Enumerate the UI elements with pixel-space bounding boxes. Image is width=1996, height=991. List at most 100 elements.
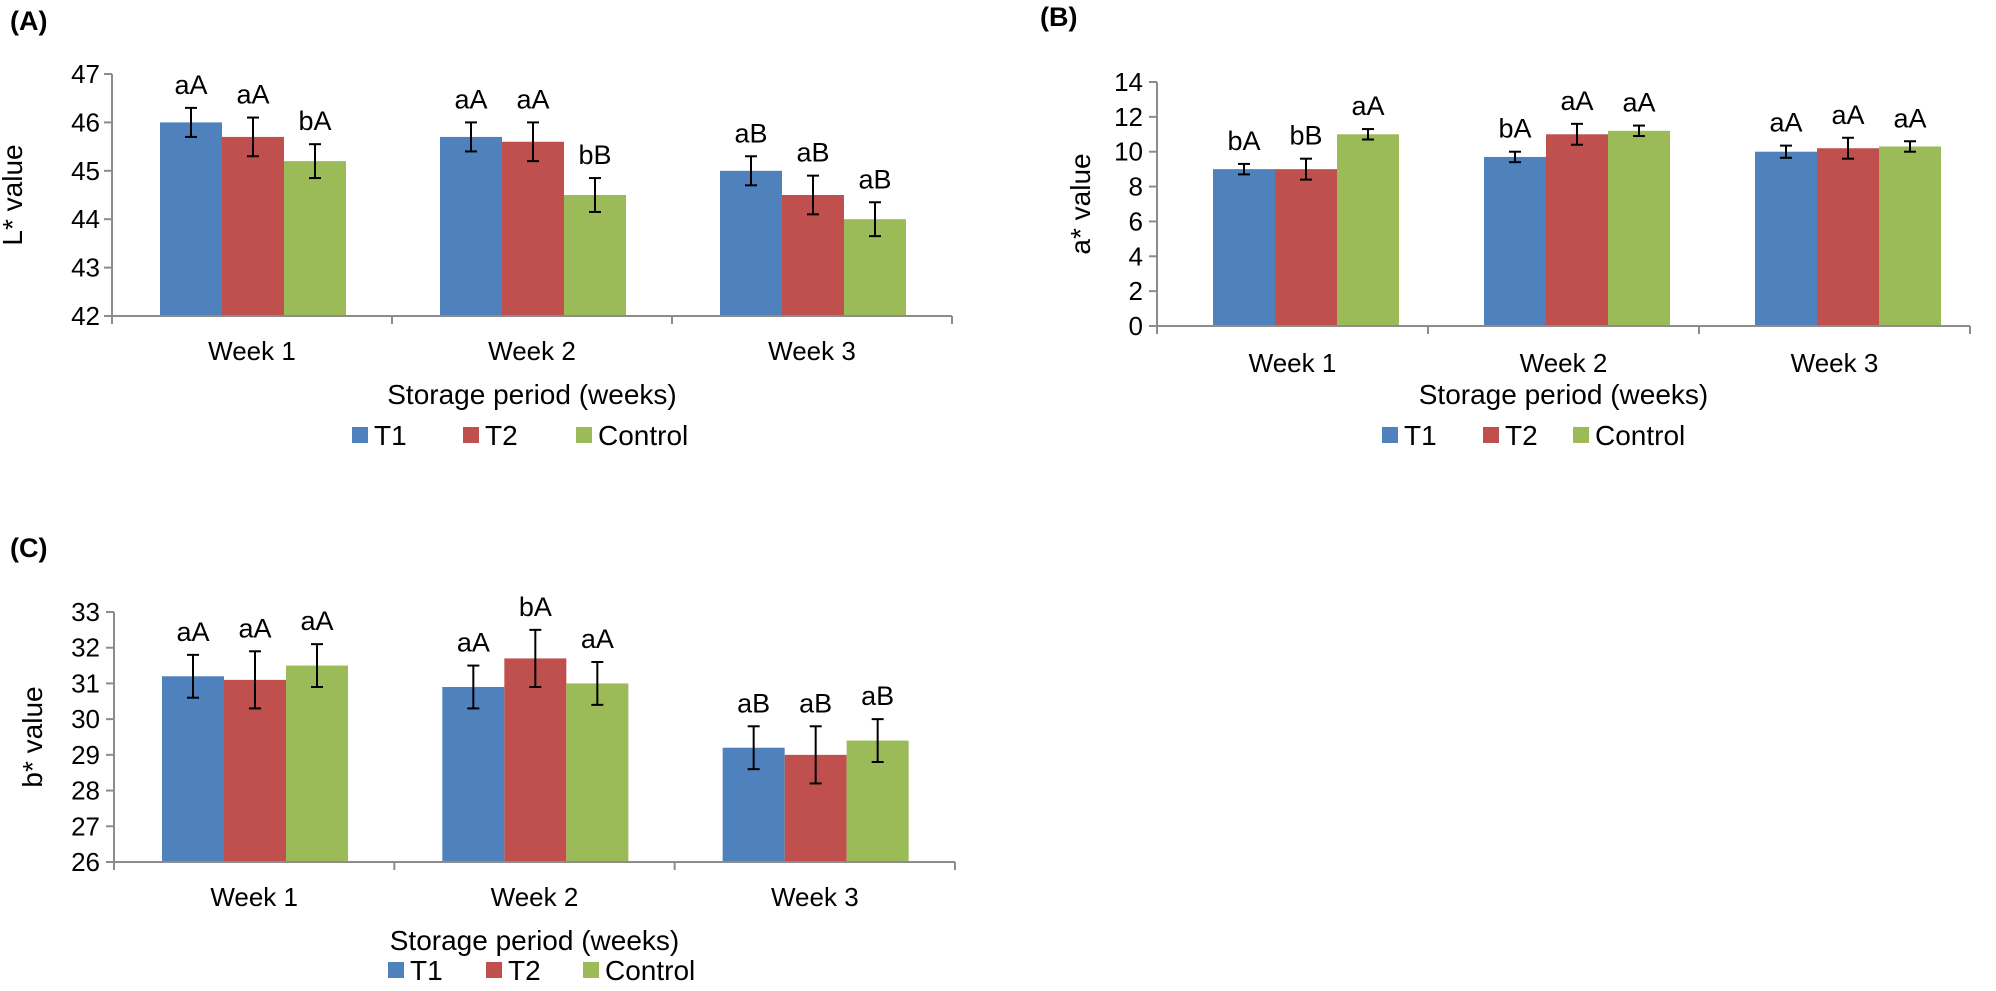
bar-t1-3: [1755, 151, 1817, 326]
significance-label: aA: [300, 606, 333, 636]
bar-t1-1: [160, 122, 222, 317]
x-axis-title: Storage period (weeks): [390, 925, 679, 956]
y-tick-label: 10: [1114, 137, 1143, 167]
bar-control-3: [1879, 146, 1941, 326]
bar-control-1: [284, 161, 346, 316]
y-axis-title: L* value: [0, 144, 28, 245]
x-tick-label: Week 2: [488, 336, 576, 366]
significance-label: aA: [236, 80, 269, 110]
bar-t2-1: [1275, 169, 1337, 326]
significance-label: bB: [1289, 121, 1322, 151]
y-tick-label: 33: [71, 597, 100, 627]
significance-label: aA: [176, 617, 209, 647]
y-tick-label: 42: [71, 301, 100, 331]
x-axis-title: Storage period (weeks): [387, 379, 676, 410]
x-tick-label: Week 1: [1249, 348, 1337, 378]
bar-t1-3: [720, 170, 782, 316]
legend-swatch-t2: [1483, 427, 1499, 443]
panel-label: (A): [10, 6, 47, 36]
bar-control-2: [564, 195, 626, 316]
y-tick-label: 26: [71, 847, 100, 877]
legend-label-t1: T1: [410, 955, 443, 986]
bar-t2-1: [224, 679, 286, 862]
legend-swatch-t1: [1382, 427, 1398, 443]
legend-label-t2: T2: [1505, 420, 1538, 451]
significance-label: aB: [734, 118, 767, 148]
y-tick-label: 6: [1129, 206, 1143, 236]
x-tick-label: Week 2: [491, 882, 579, 912]
bar-t2-3: [1817, 148, 1879, 326]
significance-label: aA: [516, 84, 549, 114]
y-tick-label: 47: [71, 59, 100, 89]
y-tick-label: 8: [1129, 172, 1143, 202]
legend-swatch-control: [576, 427, 592, 443]
legend-label-t1: T1: [374, 420, 407, 451]
legend-label-control: Control: [605, 955, 695, 986]
legend-label-t1: T1: [1404, 420, 1437, 451]
y-tick-label: 32: [71, 633, 100, 663]
significance-label: aB: [796, 138, 829, 168]
significance-label: bA: [1498, 114, 1531, 144]
x-tick-label: Week 1: [210, 882, 298, 912]
x-tick-label: Week 3: [771, 882, 859, 912]
y-tick-label: 30: [71, 704, 100, 734]
x-tick-label: Week 1: [208, 336, 296, 366]
bar-t1-2: [442, 687, 505, 862]
y-tick-label: 2: [1129, 276, 1143, 306]
significance-label: aA: [1893, 103, 1926, 133]
legend-swatch-control: [583, 962, 599, 978]
y-tick-label: 31: [71, 668, 100, 698]
bar-control-2: [566, 683, 629, 862]
bar-t1-2: [440, 136, 502, 316]
bar-t1-2: [1484, 156, 1546, 326]
legend-label-control: Control: [1595, 420, 1685, 451]
chart-panel-1: (A) 42 43 44 45 46 47 aA aA aB aA aA aB bA bB aB Week 1 W…: [0, 6, 953, 451]
chart-panel-2: (B) 0 2 4 6 8 10 12 14 bA bA aA bB aA aA aA aA aA Week 1 We…: [1040, 2, 1971, 451]
legend-swatch-t2: [463, 427, 479, 443]
significance-label: aA: [1831, 100, 1864, 130]
bar-t1-1: [162, 676, 224, 862]
y-axis-title: b* value: [17, 686, 48, 787]
legend-label-t2: T2: [485, 420, 518, 451]
significance-label: aA: [238, 613, 271, 643]
y-tick-label: 45: [71, 156, 100, 186]
legend-swatch-t1: [352, 427, 368, 443]
bar-control-2: [1608, 130, 1670, 326]
bar-control-1: [1337, 134, 1399, 326]
bar-t2-1: [222, 136, 284, 316]
legend-label-control: Control: [598, 420, 688, 451]
y-tick-label: 29: [71, 740, 100, 770]
significance-label: bA: [298, 106, 331, 136]
significance-label: aA: [1622, 88, 1655, 118]
significance-label: aA: [1560, 86, 1593, 116]
y-tick-label: 27: [71, 811, 100, 841]
significance-label: aA: [1351, 91, 1384, 121]
significance-label: bB: [578, 140, 611, 170]
y-tick-label: 14: [1114, 67, 1143, 97]
y-tick-label: 4: [1129, 241, 1143, 271]
legend-swatch-t1: [388, 962, 404, 978]
significance-label: aB: [861, 681, 894, 711]
y-tick-label: 28: [71, 776, 100, 806]
y-tick-label: 0: [1129, 311, 1143, 341]
bar-t2-2: [1546, 134, 1608, 326]
significance-label: bA: [1227, 126, 1260, 156]
x-tick-label: Week 3: [1791, 348, 1879, 378]
y-tick-label: 43: [71, 253, 100, 283]
x-tick-label: Week 3: [768, 336, 856, 366]
legend-label-t2: T2: [508, 955, 541, 986]
significance-label: aB: [737, 688, 770, 718]
significance-label: aA: [457, 628, 490, 658]
significance-label: aA: [174, 70, 207, 100]
significance-label: aB: [799, 688, 832, 718]
legend-swatch-t2: [486, 962, 502, 978]
significance-label: aB: [858, 164, 891, 194]
bar-t1-1: [1213, 169, 1275, 326]
significance-label: bA: [519, 592, 552, 622]
y-axis-title: a* value: [1065, 153, 1096, 254]
bar-t2-2: [502, 141, 564, 316]
y-tick-label: 12: [1114, 102, 1143, 132]
significance-label: aA: [581, 624, 614, 654]
y-tick-label: 46: [71, 107, 100, 137]
